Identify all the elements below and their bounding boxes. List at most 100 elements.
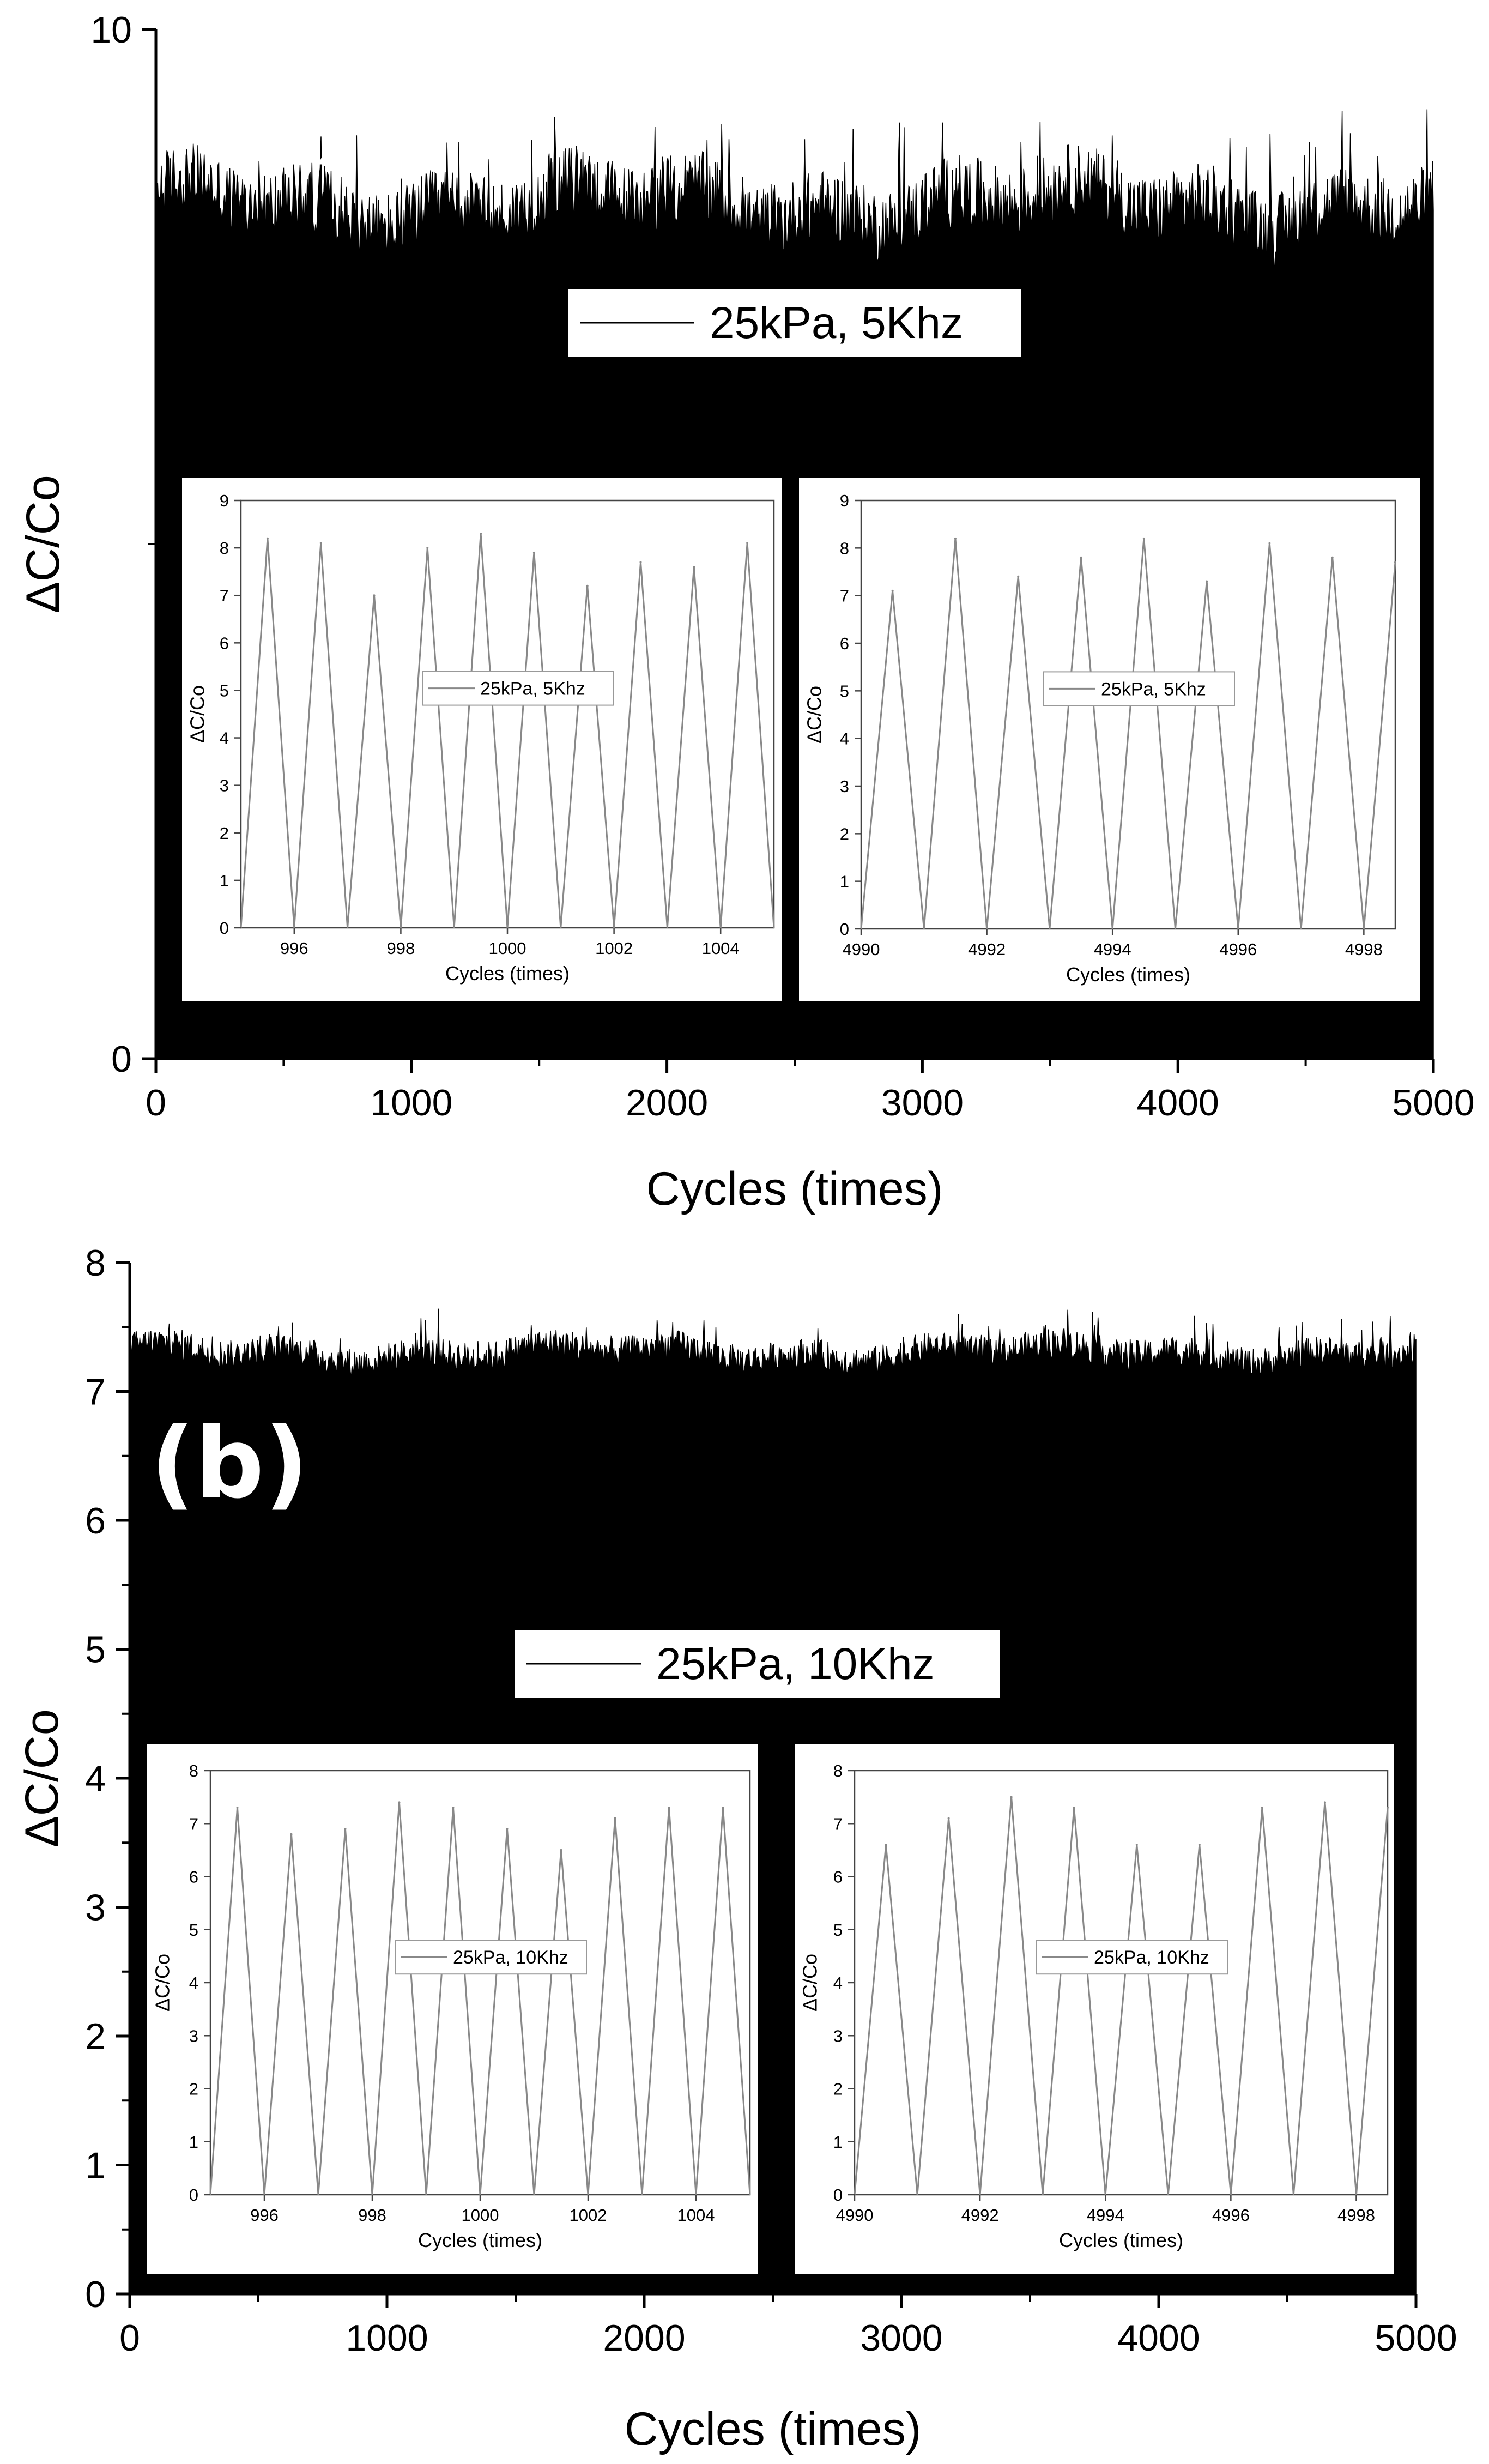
inset-x-tick-label: 4998 xyxy=(1337,2206,1375,2225)
y-tick-label: 5 xyxy=(85,1629,106,1671)
inset-y-tick-label: 5 xyxy=(220,681,229,700)
inset-legend: 25kPa, 10Khz xyxy=(1036,1940,1228,1975)
inset-y-tick-label: 3 xyxy=(189,2026,198,2045)
inset-background xyxy=(799,478,1420,1001)
inset-y-axis-label: ΔC/Co xyxy=(152,1954,174,2012)
inset-y-axis-label: ΔC/Co xyxy=(799,1954,821,2012)
inset-x-tick-label: 1002 xyxy=(570,2206,607,2225)
inset-y-tick-label: 3 xyxy=(833,2026,843,2045)
inset-y-tick-label: 1 xyxy=(840,872,849,891)
inset-y-tick-label: 6 xyxy=(840,634,849,653)
inset-peak-point xyxy=(452,1807,455,1809)
inset-y-tick-label: 7 xyxy=(840,587,849,606)
inset-x-tick-label: 1004 xyxy=(702,939,740,958)
x-tick-label: 1000 xyxy=(370,1082,452,1124)
inset-peak-point xyxy=(954,537,957,540)
inset-peak-point xyxy=(506,1827,509,1830)
y-tick-label: 4 xyxy=(85,1758,106,1799)
inset-y-tick-label: 2 xyxy=(833,2080,843,2099)
legend-text: 25kPa, 5Khz xyxy=(710,298,963,348)
inset-y-tick-label: 5 xyxy=(840,681,849,700)
inset-x-tick-label: 998 xyxy=(358,2206,386,2225)
inset-y-tick-label: 5 xyxy=(833,1921,843,1940)
inset-peak-point xyxy=(1010,1796,1013,1798)
inset-peak-point xyxy=(1206,580,1208,583)
inset-y-tick-label: 1 xyxy=(189,2133,198,2152)
inset-peak-point xyxy=(668,1807,670,1809)
inset-peak-point xyxy=(290,1833,293,1835)
inset-y-tick-label: 0 xyxy=(840,920,849,939)
inset-background xyxy=(147,1744,758,2274)
inset-legend: 25kPa, 5Khz xyxy=(1043,671,1235,706)
inset-peak-point xyxy=(1135,1844,1138,1846)
inset-peak-point xyxy=(1017,575,1020,578)
inset-chart: 4990 4992 4994 4996 4998 0 1 2 3 4 5 6 7 8 9 Cycles (ti… xyxy=(799,478,1420,1001)
x-axis-label: Cycles (times) xyxy=(625,2403,922,2455)
inset-y-tick-label: 5 xyxy=(189,1921,198,1940)
inset-x-axis-label: Cycles (times) xyxy=(1059,2229,1183,2251)
x-tick-label: 3000 xyxy=(881,1082,964,1124)
inset-peak-point xyxy=(1073,1807,1075,1809)
y-tick-label: 3 xyxy=(85,1887,106,1929)
panel-label: (a) xyxy=(201,62,355,174)
y-tick-label: 6 xyxy=(85,1500,106,1542)
inset-peak-point xyxy=(885,1844,887,1846)
x-axis-label: Cycles (times) xyxy=(646,1163,943,1215)
inset-x-tick-label: 4990 xyxy=(836,2206,874,2225)
inset-peak-point xyxy=(947,1817,950,1820)
inset-peak-point xyxy=(532,551,535,554)
inset-x-tick-label: 998 xyxy=(387,939,415,958)
inset-peak-point xyxy=(891,589,894,592)
inset-legend-text: 25kPa, 10Khz xyxy=(453,1947,568,1968)
inset-y-tick-label: 0 xyxy=(833,2185,843,2205)
y-tick-label: 0 xyxy=(111,1038,132,1080)
inset-y-tick-label: 8 xyxy=(220,539,229,558)
y-tick-label: 8 xyxy=(85,1242,106,1284)
y-axis-label: ΔC/Co xyxy=(17,475,69,613)
inset-y-tick-label: 0 xyxy=(220,919,229,938)
x-tick-label: 2000 xyxy=(603,2317,685,2359)
inset-x-tick-label: 1002 xyxy=(595,939,633,958)
x-tick-label: 0 xyxy=(146,1082,166,1124)
panel-label: (b) xyxy=(150,1407,308,1520)
inset-frame xyxy=(860,499,1396,930)
inset-peak-point xyxy=(722,1807,724,1809)
inset-y-tick-label: 6 xyxy=(189,1868,198,1887)
inset-x-axis-label: Cycles (times) xyxy=(1066,963,1190,986)
inset-peak-point xyxy=(693,565,695,568)
inset-x-tick-label: 4992 xyxy=(961,2206,999,2225)
inset-x-tick-label: 1004 xyxy=(677,2206,715,2225)
inset-y-tick-label: 1 xyxy=(833,2133,843,2152)
inset-peak-point xyxy=(560,1849,562,1851)
inset-x-axis-label: Cycles (times) xyxy=(418,2229,542,2251)
inset-legend: 25kPa, 10Khz xyxy=(395,1940,587,1975)
inset-peak-point xyxy=(1387,1807,1389,1809)
inset-y-tick-label: 1 xyxy=(220,871,229,890)
inset-peak-point xyxy=(236,1807,239,1809)
inset-x-tick-label: 4990 xyxy=(843,940,880,959)
inset-chart: 4990 4992 4994 4996 4998 0 1 2 3 4 5 6 7 8 Cycles (tim… xyxy=(795,1744,1394,2274)
inset-data-line xyxy=(854,1797,1389,2195)
inset-legend-text: 25kPa, 10Khz xyxy=(1094,1947,1209,1968)
inset-y-tick-label: 7 xyxy=(220,586,229,605)
inset-peak-point xyxy=(426,547,429,549)
inset-y-tick-label: 8 xyxy=(840,539,849,558)
y-tick-label: 7 xyxy=(85,1372,106,1413)
inset-peak-point xyxy=(1080,556,1082,559)
inset-y-tick-label: 7 xyxy=(189,1814,198,1833)
inset-y-tick-label: 7 xyxy=(833,1814,843,1833)
inset-peak-point xyxy=(480,532,482,535)
inset-peak-point xyxy=(1331,556,1334,559)
inset-x-tick-label: 4992 xyxy=(968,940,1006,959)
inset-peak-point xyxy=(319,542,322,545)
inset-peak-point xyxy=(398,1801,401,1804)
inset-y-tick-label: 4 xyxy=(189,1973,198,1992)
y-tick-label: 2 xyxy=(85,2016,106,2057)
inset-x-axis-label: Cycles (times) xyxy=(445,962,570,985)
inset-y-tick-label: 4 xyxy=(840,729,849,748)
inset-legend: 25kPa, 5Khz xyxy=(422,671,614,706)
inset-y-tick-label: 3 xyxy=(220,776,229,795)
inset-y-tick-label: 4 xyxy=(220,729,229,748)
inset-y-tick-label: 2 xyxy=(840,824,849,843)
